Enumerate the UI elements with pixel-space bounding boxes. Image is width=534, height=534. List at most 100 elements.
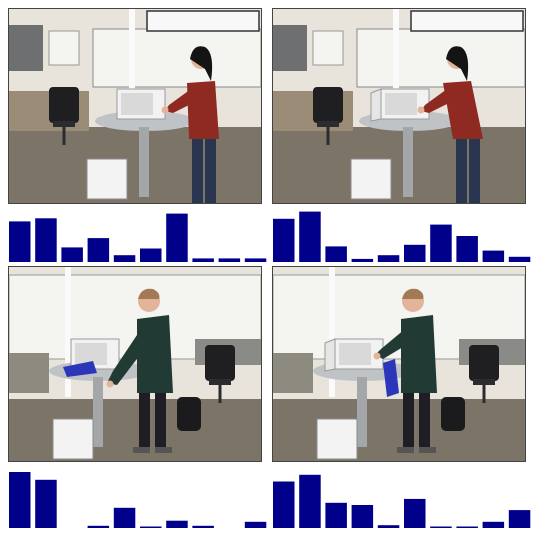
histogram-3: [8, 470, 270, 528]
video-frame-4: [272, 266, 526, 462]
whiteboard: [92, 28, 261, 88]
histogram-bar: [113, 255, 136, 262]
office-chair-seat: [473, 379, 495, 385]
video-frame-1: [8, 8, 262, 204]
table-pedestal: [403, 127, 413, 197]
histogram-4: [272, 470, 534, 528]
person-hand: [417, 106, 425, 114]
cart-left: [273, 353, 313, 393]
histogram-1: [8, 208, 270, 262]
office-chair-seat: [209, 379, 231, 385]
person-hair: [402, 288, 424, 299]
cardboard-box: [86, 158, 128, 200]
histogram-bar: [140, 248, 162, 262]
video-frame-2: [272, 8, 526, 204]
person-leg: [205, 137, 216, 203]
histogram-bar: [325, 502, 347, 528]
histogram-bar: [113, 507, 136, 528]
person-hand: [373, 352, 381, 360]
office-chair-seat: [53, 121, 75, 127]
histogram-bar: [35, 479, 57, 528]
histogram-bar: [87, 525, 110, 528]
office-chair: [469, 345, 499, 381]
person-arm: [421, 89, 453, 113]
poster: [312, 30, 344, 66]
person-leg: [139, 391, 150, 451]
floor: [273, 127, 525, 203]
histogram-bar: [430, 526, 452, 528]
histogram-bar: [377, 255, 400, 262]
histogram-2-svg: [273, 211, 531, 262]
histogram-bar: [218, 258, 241, 262]
microwave-window: [339, 343, 371, 365]
frame-scene-1: [9, 9, 261, 203]
histogram-bar: [166, 213, 188, 262]
blue-cloth: [383, 359, 399, 397]
person-shoe: [419, 447, 436, 453]
histogram-bar: [61, 247, 83, 262]
histogram-bar: [351, 258, 374, 262]
histogram-bar: [404, 498, 426, 528]
histogram-bar: [192, 525, 214, 528]
histogram-bar: [166, 520, 188, 528]
person-torso: [401, 315, 437, 393]
microwave-door: [370, 88, 382, 122]
blue-cloth: [63, 361, 97, 377]
frame-scene-3: [9, 267, 261, 461]
poster: [48, 30, 80, 66]
pole: [129, 9, 135, 129]
histogram-bar: [244, 258, 267, 262]
histogram-bar: [456, 526, 478, 528]
screen-panel: [146, 10, 260, 32]
frame-scene-2: [273, 9, 525, 203]
histogram-bar: [351, 505, 374, 528]
floor: [9, 127, 261, 203]
backpack: [441, 397, 465, 431]
histogram-bar: [87, 238, 110, 262]
window: [273, 25, 307, 71]
person-leg: [192, 137, 203, 203]
histogram-bar: [508, 256, 531, 262]
person-arm: [375, 329, 413, 359]
person-leg: [419, 391, 430, 451]
person-arm: [165, 89, 197, 113]
cart-left: [9, 353, 49, 393]
person-arm: [107, 329, 149, 385]
pole: [329, 267, 335, 397]
histogram-bar: [456, 236, 478, 262]
histogram-bar: [244, 521, 267, 528]
histogram-bar: [482, 521, 505, 528]
person-torso: [443, 81, 483, 139]
person-shoe: [155, 447, 172, 453]
pole: [393, 9, 399, 129]
person-leg: [456, 137, 467, 203]
histogram-bar: [325, 246, 347, 262]
histogram-bar: [140, 526, 162, 528]
histogram-bar: [299, 211, 321, 262]
microwave-window: [121, 93, 153, 115]
histogram-bar: [35, 218, 57, 262]
person-torso: [187, 81, 219, 139]
cardboard-box: [350, 158, 392, 200]
person-hair: [446, 46, 469, 81]
backpack: [177, 397, 201, 431]
histogram-bar: [192, 258, 214, 262]
histogram-bar: [9, 221, 31, 262]
microwave-window: [385, 93, 417, 115]
histogram-bar: [482, 250, 505, 262]
histogram-bar: [377, 525, 400, 528]
microwave-door: [324, 338, 336, 372]
office-chair: [49, 87, 79, 123]
histogram-2: [272, 208, 534, 262]
person-leg: [155, 391, 166, 451]
histogram-3-svg: [9, 472, 267, 528]
histogram-bar: [508, 510, 531, 528]
histogram-bar: [273, 481, 295, 528]
table-pedestal: [139, 127, 149, 197]
office-chair: [205, 345, 235, 381]
pole: [65, 267, 71, 397]
histogram-bar: [404, 244, 426, 262]
person-hair: [190, 46, 213, 81]
person-hand: [106, 380, 114, 388]
window: [9, 25, 43, 71]
